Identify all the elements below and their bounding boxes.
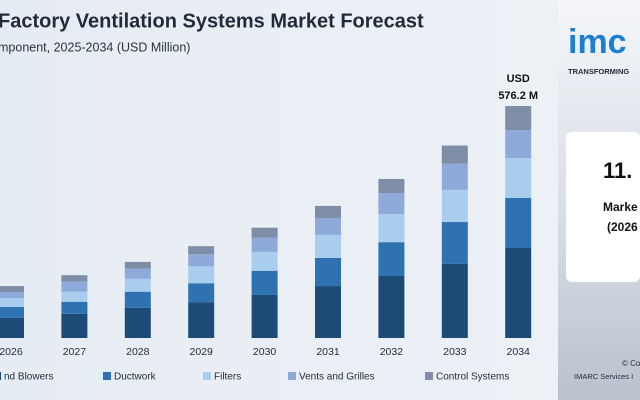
bar-segment	[188, 266, 215, 284]
bar-segment	[505, 158, 532, 199]
bar-segment	[251, 251, 278, 271]
bar-segment	[0, 317, 24, 338]
x-tick-label: 2030	[253, 346, 277, 358]
x-tick-label: 2031	[316, 346, 340, 358]
bar-segment	[0, 292, 24, 299]
bar-segment	[441, 163, 468, 190]
bar-segment	[505, 106, 532, 131]
legend: nd Blowers Ductwork Filters Vents and Grill…	[0, 372, 509, 383]
legend-label: Ductwork	[114, 372, 157, 383]
bar-segment	[315, 257, 341, 287]
bar-segment	[124, 268, 151, 279]
logo: imc	[568, 23, 627, 61]
bar-segment	[124, 261, 151, 269]
x-tick-label: 2033	[443, 346, 467, 358]
annotation-text: 576.2 M	[498, 90, 538, 102]
annotation-text: USD	[507, 73, 530, 85]
x-tick-label: 2032	[380, 346, 404, 358]
annotation: USD 576.2 M	[498, 73, 538, 102]
bar-segment	[251, 294, 278, 338]
bar-segment	[505, 130, 532, 159]
bar-segment	[251, 270, 278, 295]
bar-segment	[378, 275, 405, 338]
chart-title: Factory Ventilation Systems Market Forec…	[0, 10, 424, 32]
bar-segment	[315, 234, 341, 258]
x-tick-label: 2028	[126, 346, 150, 358]
bar-segment	[251, 237, 278, 252]
bar-segment	[315, 205, 341, 219]
card-period: (2026	[607, 220, 638, 234]
x-axis: 2026 2027 2028 2029 2030 2031 2032 2033 2034	[0, 346, 530, 358]
x-tick-label: 2034	[507, 346, 531, 358]
x-tick-label: 2029	[190, 346, 214, 358]
info-card	[566, 132, 640, 282]
card-label: Marke	[603, 200, 638, 214]
bar-segment	[188, 302, 215, 338]
legend-label: Control Systems	[436, 372, 509, 383]
legend-label: nd Blowers	[4, 372, 53, 383]
bar-segment	[0, 306, 24, 318]
source: IMARC Services I	[574, 372, 633, 381]
bar-segment	[441, 189, 468, 223]
legend-label: Vents and Grilles	[299, 372, 375, 383]
x-tick-label: 2026	[0, 346, 23, 358]
bar-segment	[315, 286, 341, 338]
legend-swatch	[103, 372, 111, 380]
legend-swatch	[203, 372, 211, 380]
bar-segment	[61, 301, 88, 314]
bar-segment	[378, 193, 405, 214]
bar-segment	[188, 283, 215, 303]
legend-swatch	[0, 372, 1, 380]
bar-segment	[378, 178, 405, 194]
bar-segment	[315, 218, 341, 235]
card-value: 11.	[603, 158, 632, 183]
bar-segment	[188, 246, 215, 255]
bar-segment	[441, 145, 468, 164]
legend-swatch	[425, 372, 433, 380]
tagline: TRANSFORMING	[568, 67, 629, 76]
bar-segment	[378, 242, 405, 276]
bar-segment	[441, 222, 468, 264]
bar-segment	[124, 291, 151, 308]
bar-segment	[0, 286, 24, 293]
legend-label: Filters	[214, 372, 241, 383]
bars	[0, 106, 532, 338]
bar-segment	[441, 263, 468, 338]
bar-segment	[61, 291, 88, 302]
legend-swatch	[288, 372, 296, 380]
bar-segment	[124, 278, 151, 292]
copyright: © Co	[622, 359, 640, 368]
bar-segment	[124, 307, 151, 338]
bar-segment	[378, 213, 405, 243]
bar-segment	[505, 248, 532, 338]
x-tick-label: 2027	[63, 346, 87, 358]
bar-segment	[188, 254, 215, 267]
bar-segment	[251, 227, 278, 238]
bar-segment	[505, 198, 532, 249]
chart-subtitle: mponent, 2025-2034 (USD Million)	[0, 40, 190, 54]
bar-segment	[61, 313, 88, 338]
bar-segment	[61, 275, 88, 282]
bar-segment	[61, 281, 88, 292]
bar-segment	[0, 298, 24, 307]
